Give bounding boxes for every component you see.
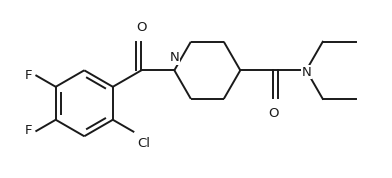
Text: F: F (25, 124, 33, 137)
Text: Cl: Cl (137, 137, 150, 150)
Text: O: O (268, 107, 279, 120)
Text: F: F (25, 69, 33, 82)
Text: N: N (169, 51, 179, 64)
Text: O: O (136, 21, 147, 34)
Text: N: N (301, 66, 311, 79)
